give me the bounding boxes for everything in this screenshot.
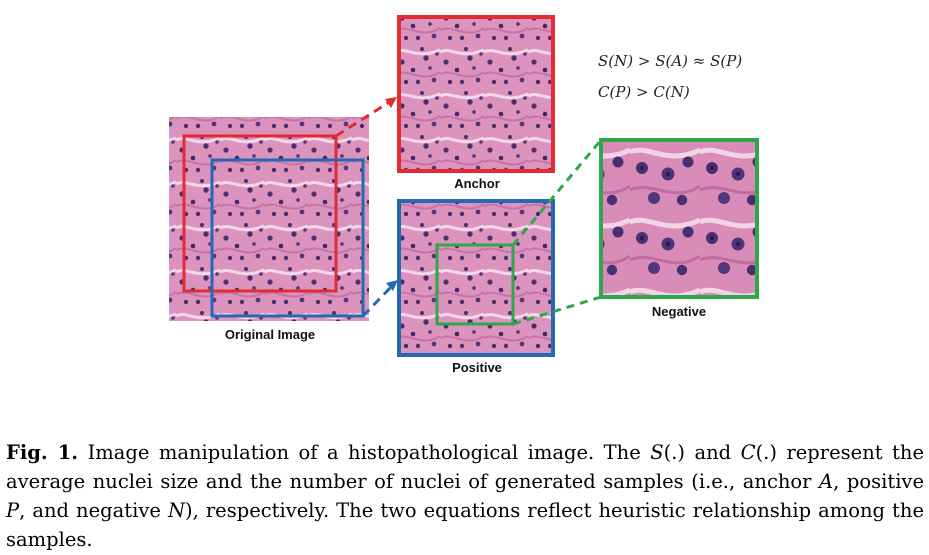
positive-image bbox=[397, 199, 555, 357]
anchor-image bbox=[397, 15, 555, 173]
caption-n: N bbox=[167, 499, 185, 522]
original-red-crop bbox=[182, 134, 338, 293]
caption-text-4: , positive bbox=[833, 470, 924, 493]
caption-p: P bbox=[6, 499, 20, 522]
caption-s: S bbox=[650, 441, 664, 464]
caption-text-1: Image manipulation of a histopathologica… bbox=[78, 441, 651, 464]
green-connectors bbox=[511, 139, 603, 326]
original-blue-crop bbox=[210, 158, 365, 318]
red-arrow bbox=[335, 97, 397, 138]
label-original: Original Image bbox=[225, 327, 315, 342]
caption-c: C bbox=[740, 441, 756, 464]
caption-text-6: ), respectively. The two equations refle… bbox=[6, 499, 924, 551]
label-anchor: Anchor bbox=[454, 176, 500, 191]
figure-caption: Fig. 1. Image manipulation of a histopat… bbox=[6, 438, 924, 554]
blue-arrow bbox=[361, 280, 398, 318]
figure: Original Image Anchor Positive Negative … bbox=[169, 15, 759, 375]
negative-image bbox=[599, 138, 759, 299]
caption-text-2: (.) and bbox=[663, 441, 741, 464]
equation-1: S(N) > S(A) ≈ S(P) bbox=[598, 52, 742, 70]
label-negative: Negative bbox=[652, 304, 706, 319]
caption-text-3: (.) represent the average nuclei size an… bbox=[6, 441, 924, 493]
caption-a: A bbox=[819, 470, 834, 493]
label-positive: Positive bbox=[452, 360, 502, 375]
positive-green-crop bbox=[435, 243, 515, 326]
equation-2: C(P) > C(N) bbox=[598, 83, 690, 101]
caption-label: Fig. 1. bbox=[6, 441, 79, 464]
original-image bbox=[169, 117, 369, 321]
caption-text-5: , and negative bbox=[19, 499, 168, 522]
